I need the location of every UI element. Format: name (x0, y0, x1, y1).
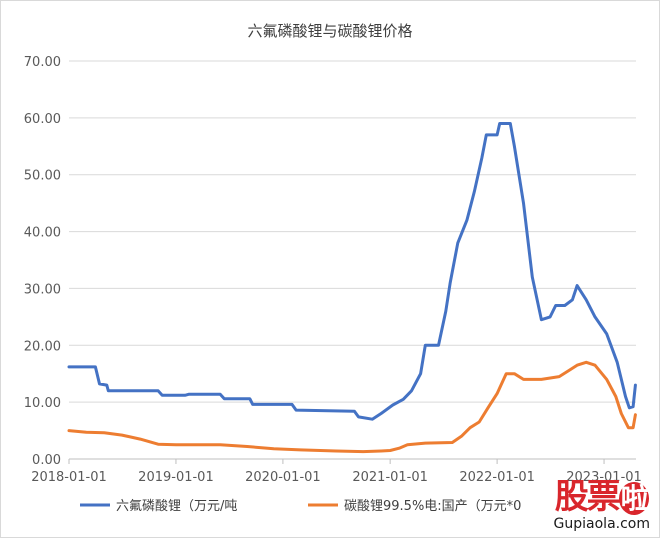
legend-label-1: 六氟磷酸锂（万元/吨 (116, 499, 237, 514)
y-tick-label: 30.00 (24, 282, 61, 297)
y-tick-label: 60.00 (24, 112, 61, 127)
x-tick-label: 2018-01-01 (31, 470, 107, 485)
series-line-1 (67, 122, 637, 421)
x-tick-label: 2020-01-01 (245, 470, 321, 485)
x-tick-label: 2023-01-01 (566, 470, 642, 485)
series-lines (67, 122, 637, 454)
watermark-logo: 股票啦 (554, 477, 649, 517)
legend-label-2: 碳酸锂99.5%电:国产（万元*0 (344, 499, 521, 514)
x-tick-labels: 2018-01-01 2019-01-01 2020-01-01 2021-01-01… (31, 470, 642, 485)
legend: 六氟磷酸锂（万元/吨 碳酸锂99.5%电:国产（万元*0 (80, 499, 521, 514)
watermark-url: Gupiaola.com (553, 516, 650, 532)
y-tick-label: 40.00 (24, 226, 61, 241)
series-line-2 (67, 360, 637, 454)
x-tick-label: 2022-01-01 (459, 470, 535, 485)
y-gridlines (69, 60, 636, 403)
x-tick-label: 2019-01-01 (138, 470, 214, 485)
y-tick-label: 50.00 (24, 169, 61, 184)
chart-title: 六氟磷酸锂与碳酸锂价格 (247, 22, 412, 40)
y-tick-label: 70.00 (24, 55, 61, 70)
y-tick-label: 10.00 (24, 396, 61, 411)
y-tick-labels: 0.00 10.00 20.00 30.00 40.00 50.00 60.00 70.00 (24, 55, 61, 468)
x-tick-label: 2021-01-01 (352, 470, 428, 485)
y-tick-label: 0.00 (32, 453, 61, 468)
x-axis (68, 458, 636, 464)
watermark: 股票啦 Gupiaola.com (554, 480, 650, 532)
y-tick-label: 20.00 (24, 339, 61, 354)
